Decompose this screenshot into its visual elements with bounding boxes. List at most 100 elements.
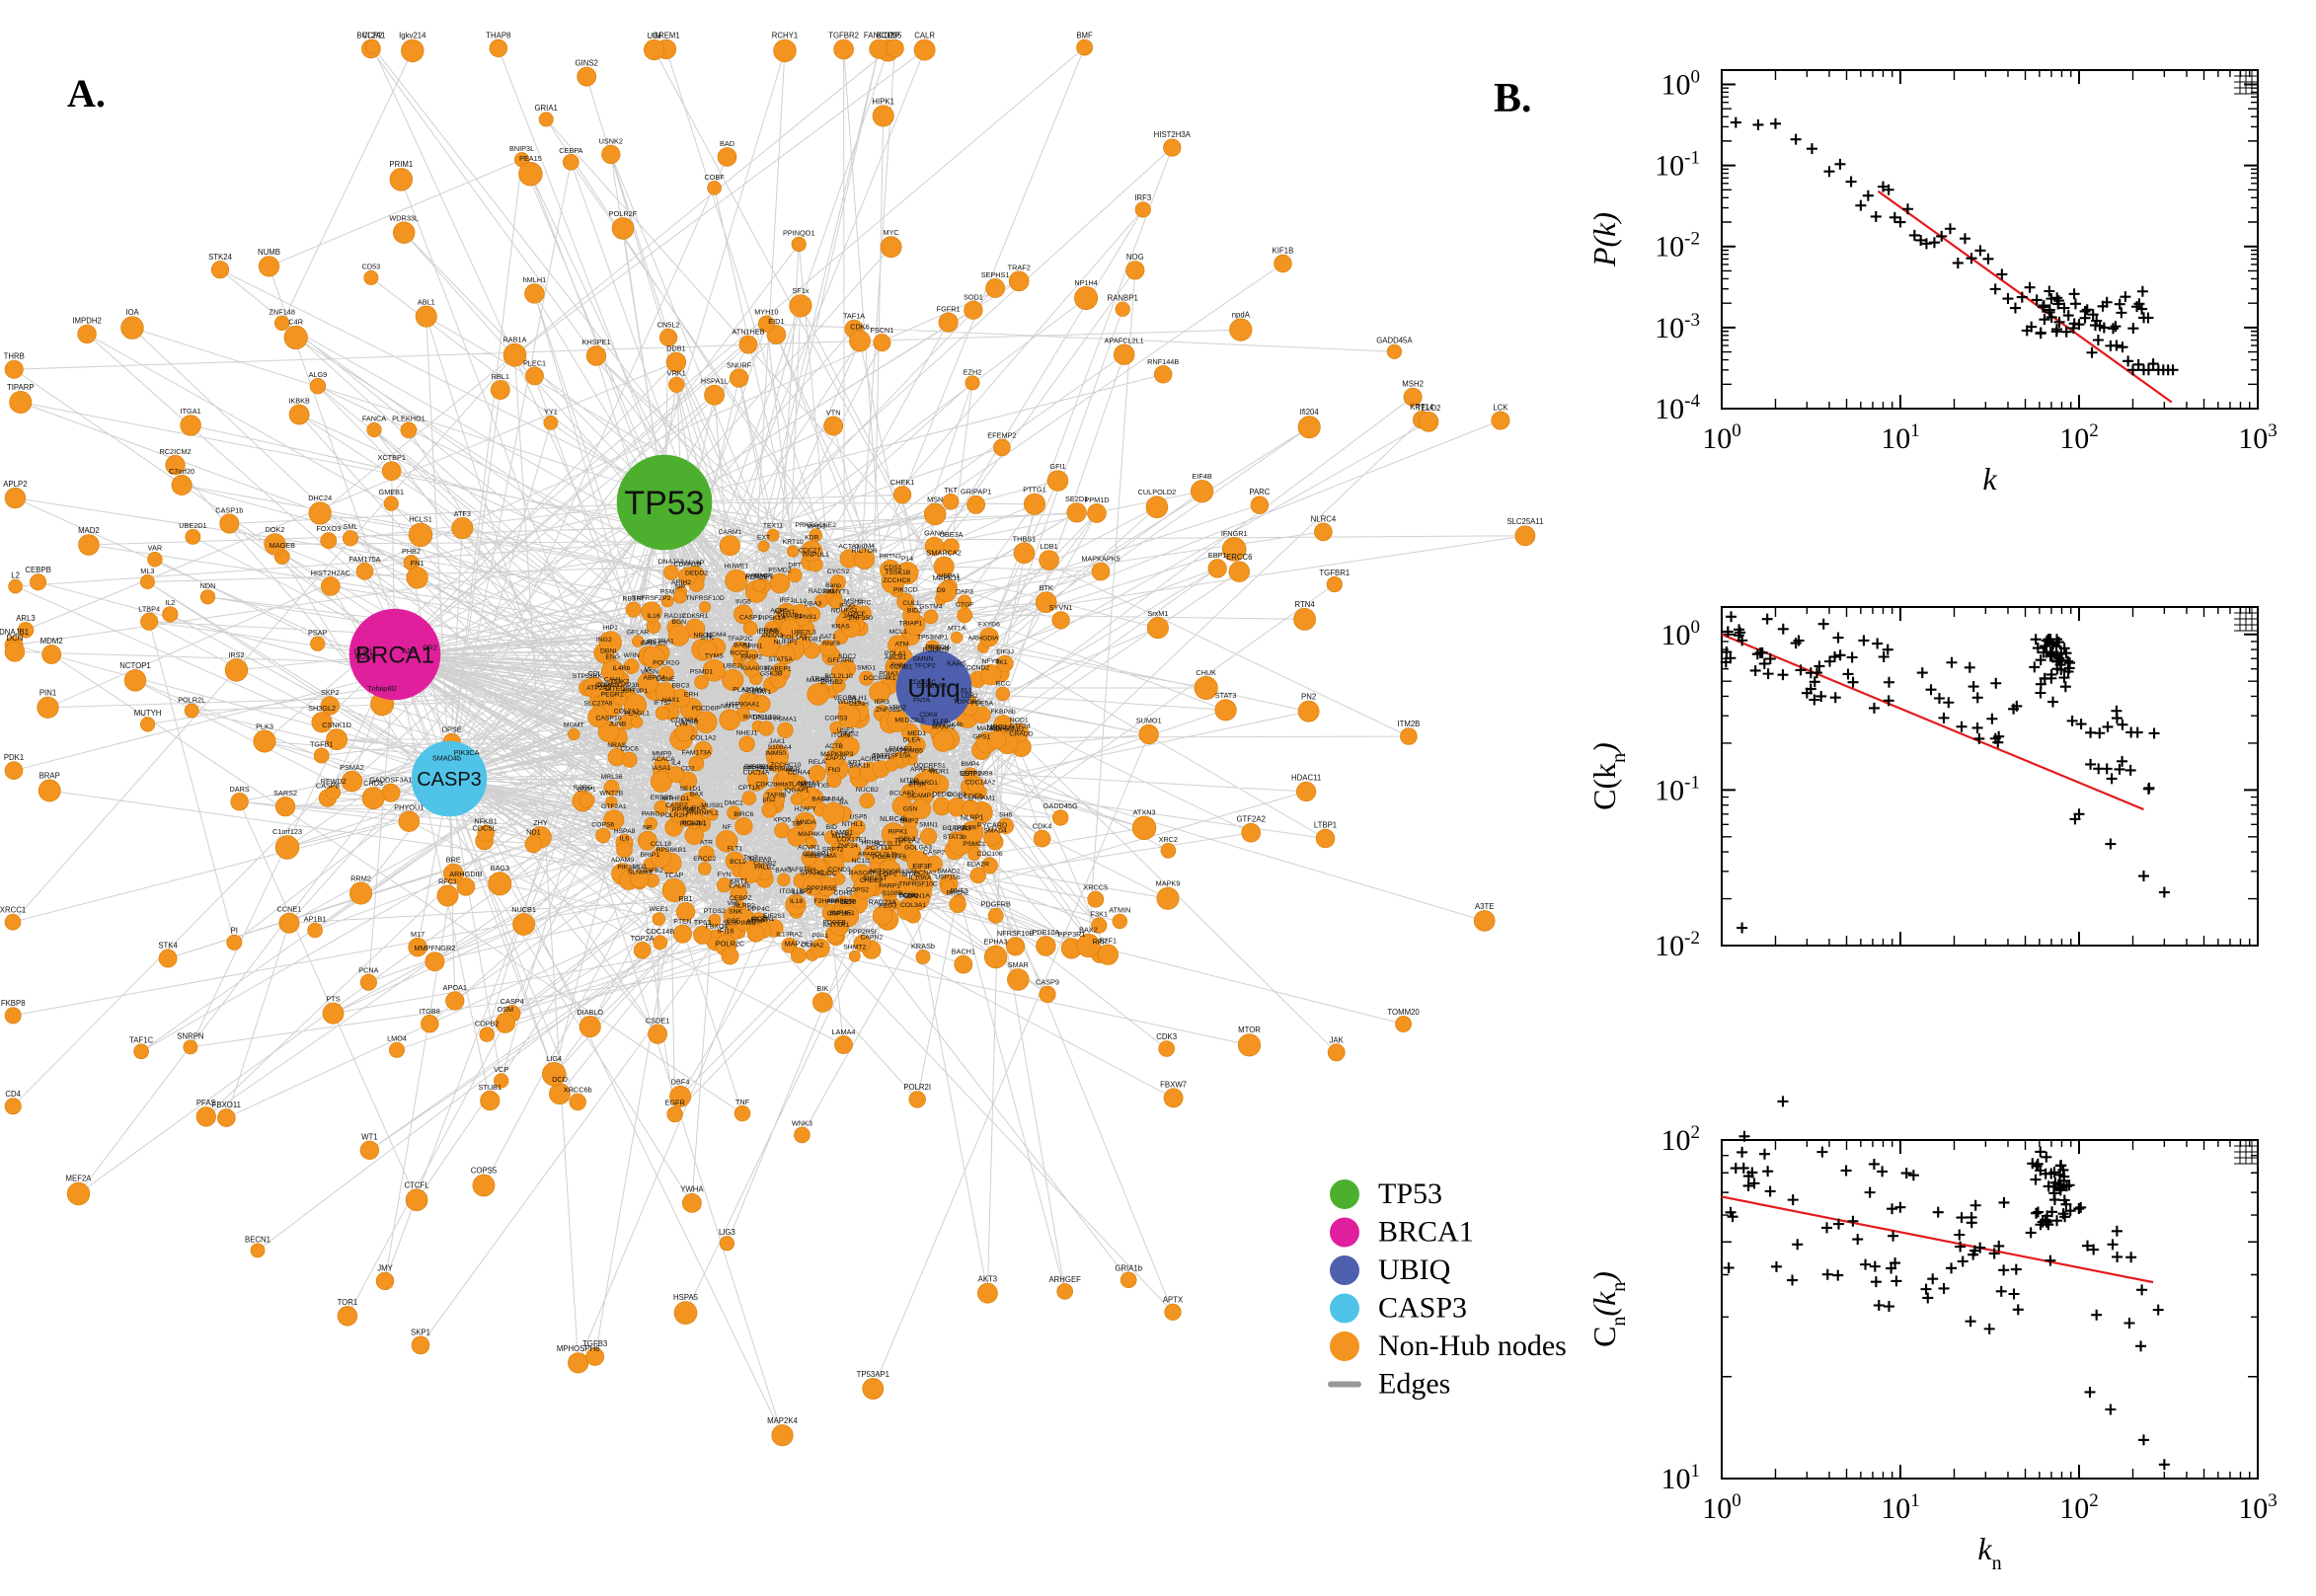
svg-text:RABEP1: RABEP1 <box>765 665 792 672</box>
svg-text:IOA: IOA <box>125 308 139 317</box>
svg-text:MTA2: MTA2 <box>902 872 920 878</box>
svg-text:SNURF: SNURF <box>727 360 752 369</box>
svg-text:SrxM1: SrxM1 <box>1147 609 1168 618</box>
svg-text:THBS1: THBS1 <box>1013 534 1037 543</box>
svg-text:ZNF148: ZNF148 <box>270 307 295 316</box>
svg-text:ING2: ING2 <box>596 637 612 644</box>
svg-text:XCTBP1: XCTBP1 <box>378 453 406 462</box>
svg-text:GTF2A2: GTF2A2 <box>1236 815 1265 824</box>
svg-text:npdA: npdA <box>1232 310 1251 319</box>
svg-text:NP1H4: NP1H4 <box>1074 278 1098 287</box>
svg-text:LTBP3: LTBP3 <box>950 823 971 832</box>
svg-text:SCAMP1: SCAMP1 <box>907 793 935 799</box>
svg-text:SLC25A11: SLC25A11 <box>1506 517 1543 526</box>
svg-text:HIST2H3A: HIST2H3A <box>1154 130 1192 139</box>
svg-text:VRK1: VRK1 <box>667 369 686 378</box>
svg-text:BAX: BAX <box>690 792 704 798</box>
svg-text:P35: P35 <box>888 32 902 40</box>
svg-text:LMO4: LMO4 <box>387 1034 407 1043</box>
svg-text:ING5: ING5 <box>735 598 751 605</box>
svg-text:UBE2D1: UBE2D1 <box>179 521 206 530</box>
svg-text:PLK3: PLK3 <box>256 722 273 730</box>
svg-text:CDC106: CDC106 <box>977 851 1003 858</box>
svg-text:TP53BP2: TP53BP2 <box>752 715 781 722</box>
svg-text:GRIA1b: GRIA1b <box>1115 1263 1142 1272</box>
svg-text:PARP2: PARP2 <box>740 654 762 661</box>
svg-text:RELA: RELA <box>809 759 826 766</box>
svg-text:E2F1: E2F1 <box>1100 936 1117 945</box>
svg-text:PCNA: PCNA <box>358 966 378 975</box>
svg-text:WDR33L: WDR33L <box>389 213 419 222</box>
svg-text:ARHGDIA: ARHGDIA <box>968 636 999 643</box>
svg-text:MCL1: MCL1 <box>889 629 907 636</box>
svg-text:CDK2: CDK2 <box>611 679 629 686</box>
svg-text:VCP2: VCP2 <box>362 32 382 40</box>
svg-text:GADD45G: GADD45G <box>1043 801 1078 810</box>
svg-text:UBE3A: UBE3A <box>940 530 964 539</box>
svg-text:MAPK8IP3: MAPK8IP3 <box>820 751 853 758</box>
svg-text:CCDC5: CCDC5 <box>959 792 983 800</box>
svg-text:GRIA1: GRIA1 <box>534 104 557 113</box>
svg-text:PSMA2: PSMA2 <box>340 763 364 772</box>
svg-text:IASA1: IASA1 <box>652 765 670 772</box>
svg-text:Tag2: Tag2 <box>743 854 758 861</box>
svg-text:PRIM1: PRIM1 <box>389 160 413 169</box>
svg-text:ND1: ND1 <box>526 827 541 836</box>
svg-text:Igkv214: Igkv214 <box>399 32 426 40</box>
svg-text:TP53: TP53 <box>1378 1178 1442 1210</box>
svg-text:SARS2: SARS2 <box>273 789 297 798</box>
svg-text:Ifi204: Ifi204 <box>1300 408 1320 417</box>
svg-text:DPSE: DPSE <box>442 725 462 734</box>
svg-text:IQGAP1: IQGAP1 <box>784 787 810 794</box>
svg-text:BBC3: BBC3 <box>672 683 690 690</box>
svg-text:GPS1: GPS1 <box>972 734 990 741</box>
svg-text:XRCC6b: XRCC6b <box>564 1086 592 1095</box>
svg-text:JMY: JMY <box>377 1264 393 1273</box>
svg-text:DAP3: DAP3 <box>956 588 973 595</box>
svg-text:IL6: IL6 <box>620 836 630 843</box>
svg-text:KRASb: KRASb <box>911 942 935 950</box>
svg-text:CASP3: CASP3 <box>1378 1292 1467 1325</box>
svg-text:SIP: SIP <box>674 584 685 591</box>
svg-text:CASP3: CASP3 <box>417 769 482 791</box>
svg-text:IL4Rb: IL4Rb <box>612 665 630 672</box>
svg-text:CEBPB: CEBPB <box>25 566 50 574</box>
svg-text:IFI16: IFI16 <box>718 927 734 936</box>
svg-text:COPS6: COPS6 <box>591 822 614 829</box>
svg-text:TGFB1: TGFB1 <box>310 739 334 748</box>
svg-text:IMPDH2: IMPDH2 <box>72 317 101 326</box>
svg-text:BAD: BAD <box>720 139 734 148</box>
svg-text:EIF4G2: EIF4G2 <box>744 764 768 771</box>
svg-text:UIM: UIM <box>647 32 660 40</box>
svg-text:NUFIP1: NUFIP1 <box>774 639 798 646</box>
svg-text:PSMD1: PSMD1 <box>690 669 714 676</box>
svg-text:ATRIP: ATRIP <box>746 918 766 925</box>
svg-text:PRTN3: PRTN3 <box>880 554 901 561</box>
svg-text:DHC24: DHC24 <box>308 494 332 502</box>
svg-text:VAR: VAR <box>148 544 162 553</box>
svg-text:IL16: IL16 <box>647 613 659 620</box>
svg-text:GOLGA3: GOLGA3 <box>904 845 932 852</box>
svg-text:SNK: SNK <box>729 909 742 916</box>
svg-text:CHD3: CHD3 <box>363 779 383 788</box>
svg-text:TCAP: TCAP <box>664 871 684 879</box>
svg-text:ZCCHC10: ZCCHC10 <box>770 762 802 769</box>
svg-text:ITGB8: ITGB8 <box>420 1007 440 1016</box>
svg-text:DARS: DARS <box>229 785 249 794</box>
svg-text:EIF4B: EIF4B <box>1192 472 1211 481</box>
svg-text:ALG9: ALG9 <box>309 370 328 379</box>
svg-text:WT1: WT1 <box>361 1133 377 1142</box>
svg-text:CULPOLD2: CULPOLD2 <box>1138 488 1177 496</box>
svg-text:PMAIP1: PMAIP1 <box>778 613 803 620</box>
svg-text:NCTOP1: NCTOP1 <box>119 661 151 670</box>
svg-text:STAT5A: STAT5A <box>768 656 793 663</box>
svg-text:CASP9: CASP9 <box>1036 978 1059 987</box>
svg-text:ACTB: ACTB <box>825 743 844 750</box>
svg-text:DIABLO: DIABLO <box>577 1008 603 1017</box>
svg-text:ZHY: ZHY <box>533 818 548 827</box>
svg-text:IFT57: IFT57 <box>654 700 671 707</box>
svg-text:CARM1: CARM1 <box>719 529 742 536</box>
svg-text:CASP10: CASP10 <box>595 715 621 722</box>
svg-text:P14: P14 <box>901 556 913 563</box>
svg-text:KRAS: KRAS <box>831 623 850 630</box>
